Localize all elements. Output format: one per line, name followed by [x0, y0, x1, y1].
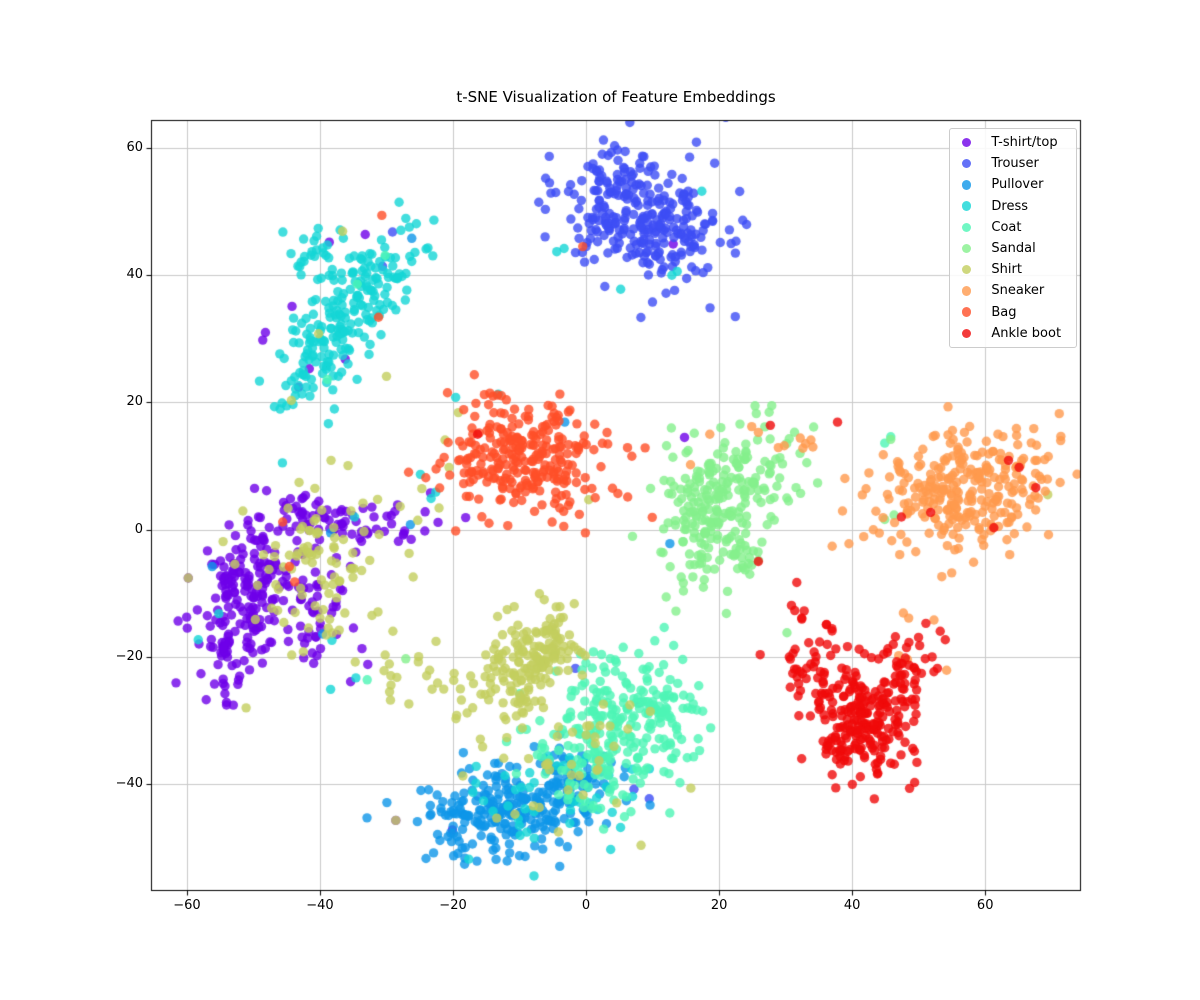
legend-item: Coat [950, 217, 1076, 238]
legend-item-label: Sandal [991, 241, 1036, 257]
legend-item: Ankle boot [950, 323, 1076, 344]
legend-item-label: Sneaker [991, 283, 1045, 299]
legend-item: Dress [950, 196, 1076, 217]
legend-item: Shirt [950, 259, 1076, 280]
legend-item-label: T-shirt/top [991, 135, 1058, 151]
legend-marker-icon [962, 328, 972, 338]
legend-item-label: Ankle boot [991, 325, 1062, 341]
legend-marker-icon [962, 307, 972, 317]
legend-item-label: Bag [991, 304, 1017, 320]
x-tick-label: 20 [710, 898, 728, 913]
legend-marker-icon [962, 265, 972, 275]
legend-item: Pullover [950, 174, 1076, 195]
y-tick-label: −40 [115, 776, 143, 792]
y-tick-label: 60 [126, 139, 143, 155]
x-tick-label: −20 [439, 898, 467, 913]
legend-marker-icon [962, 201, 972, 211]
y-tick-label: 0 [134, 521, 143, 537]
x-tick-label: 0 [581, 898, 591, 913]
y-tick-label: −20 [115, 648, 143, 664]
legend-item-label: Coat [991, 219, 1022, 235]
x-tick-label: −40 [306, 898, 334, 913]
legend-marker-icon [962, 180, 972, 190]
legend-marker-icon [962, 137, 972, 148]
legend-item: Bag [950, 302, 1076, 323]
x-tick-label: 60 [976, 898, 994, 913]
legend-item-label: Dress [991, 198, 1029, 214]
chart-title: t-SNE Visualization of Feature Embedding… [456, 88, 776, 106]
y-tick-label: 40 [126, 267, 143, 283]
legend-item-label: Pullover [991, 177, 1044, 193]
y-tick-label: 20 [126, 394, 143, 410]
legend-item: Sandal [950, 238, 1076, 259]
legend-item-label: Trouser [991, 156, 1039, 172]
legend-item: T-shirt/top [950, 132, 1076, 153]
legend-marker-icon [962, 243, 972, 254]
legend-item: Trouser [950, 153, 1076, 174]
legend-marker-icon [962, 222, 972, 233]
legend-item: Sneaker [950, 280, 1076, 301]
legend-box: T-shirt/top Trouser Pullover Dress Coat Sanda… [949, 128, 1077, 348]
legend-marker-icon [962, 159, 972, 169]
x-tick-label: 40 [843, 898, 861, 913]
legend-marker-icon [962, 286, 972, 296]
legend-item-label: Shirt [991, 262, 1022, 278]
x-tick-label: −60 [173, 898, 201, 913]
